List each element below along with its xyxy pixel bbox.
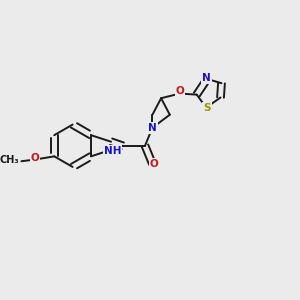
Text: O: O [150,159,158,169]
Text: O: O [176,86,184,96]
Text: S: S [203,103,211,112]
Text: CH₃: CH₃ [0,155,19,165]
Text: O: O [31,153,40,163]
Text: N: N [202,73,211,83]
Text: N: N [148,123,157,133]
Text: NH: NH [104,146,121,156]
